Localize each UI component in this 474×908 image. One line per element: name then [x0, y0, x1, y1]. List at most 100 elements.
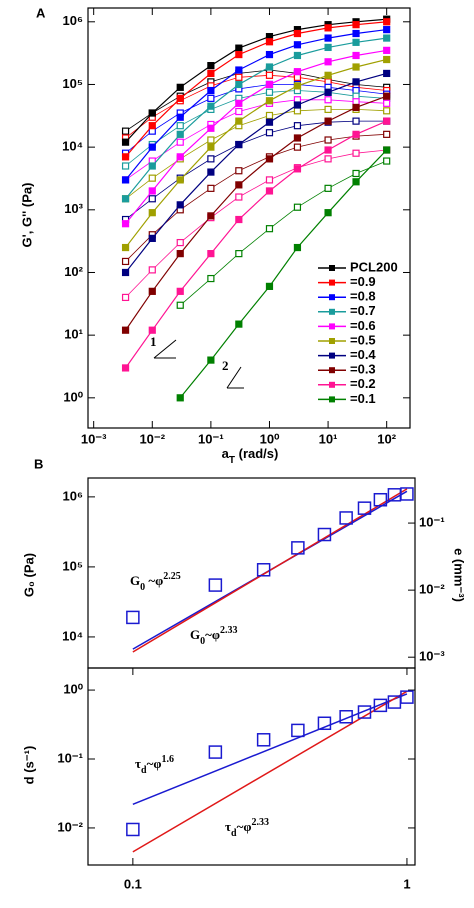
loss-modulus-marker — [265, 225, 274, 233]
legend-label: =0.2 — [350, 376, 376, 391]
storage-modulus-marker — [324, 34, 332, 42]
y-tick-label: 10⁴ — [62, 139, 83, 154]
data-point — [126, 822, 140, 837]
storage-modulus-marker — [383, 92, 391, 100]
storage-modulus-marker — [235, 50, 243, 59]
y-tick-label: 10⁶ — [63, 488, 83, 503]
legend-label: PCL200 — [350, 259, 398, 274]
loss-modulus-line — [125, 90, 387, 167]
storage-modulus-marker — [265, 97, 274, 105]
loss-modulus-marker — [121, 127, 130, 135]
plot-frame — [87, 667, 416, 866]
y-tick-label: 10⁻¹ — [57, 750, 83, 765]
legend-label: =0.4 — [350, 347, 376, 362]
annotation-part: 2.33 — [251, 817, 269, 828]
x-tick-label: 10⁻³ — [81, 431, 107, 446]
y-tick-label: 10⁰ — [63, 389, 83, 404]
storage-modulus-marker — [235, 99, 243, 107]
y-tick-label: 10⁰ — [63, 682, 83, 697]
storage-modulus-marker — [265, 63, 274, 71]
y2-tick-label: 10⁻² — [419, 582, 445, 597]
fit-line — [132, 690, 408, 853]
storage-modulus-marker — [235, 117, 243, 125]
fit-line — [132, 693, 408, 806]
loss-modulus-marker — [207, 94, 215, 102]
loss-modulus-marker — [293, 203, 302, 211]
storage-modulus-marker — [352, 63, 360, 71]
annotation-part: 2.25 — [163, 571, 181, 582]
storage-modulus-marker — [121, 268, 130, 277]
legend-swatch-marker — [329, 381, 335, 388]
storage-modulus-marker — [265, 80, 274, 89]
storage-modulus-marker — [148, 209, 156, 217]
loss-modulus-marker — [265, 111, 274, 120]
data-point — [256, 563, 271, 577]
y2-axis-label: e (mm⁻³) — [452, 548, 467, 602]
x-tick-label: 10² — [377, 431, 396, 446]
storage-modulus-marker — [324, 117, 332, 125]
annotation: τd~φ2.33 — [225, 817, 269, 839]
storage-modulus-marker — [383, 46, 391, 54]
loss-modulus-marker — [176, 238, 184, 247]
storage-modulus-marker — [148, 326, 156, 334]
annotation-part: d — [231, 828, 237, 839]
annotation-part: ~φ — [145, 573, 163, 588]
storage-modulus-marker — [207, 62, 215, 70]
storage-modulus-marker — [235, 320, 243, 328]
storage-modulus-marker — [176, 113, 184, 121]
y-axis-label: d (s⁻¹) — [21, 746, 36, 785]
storage-modulus-marker — [352, 21, 360, 29]
y-tick-label: 10⁵ — [62, 558, 83, 573]
panel-label: A — [36, 5, 46, 20]
storage-modulus-marker — [121, 153, 130, 161]
loss-modulus-line — [125, 99, 387, 181]
slope-guide — [226, 366, 242, 389]
storage-modulus-marker — [121, 195, 130, 203]
storage-modulus-line — [125, 18, 387, 143]
storage-modulus-marker — [148, 287, 156, 295]
loss-modulus-line — [125, 109, 387, 200]
storage-modulus-line — [125, 21, 387, 158]
legend-label: =0.3 — [350, 362, 376, 377]
loss-modulus-marker — [207, 274, 215, 283]
storage-modulus-marker — [352, 178, 360, 186]
annotation-part: ~φ — [205, 627, 220, 642]
storage-modulus-marker — [235, 140, 243, 149]
annotation: τd~φ1.6 — [135, 754, 174, 776]
y-tick-label: 10³ — [64, 201, 83, 216]
legend-swatch-marker — [329, 352, 335, 359]
legend-label: =0.6 — [350, 318, 376, 333]
x-tick-label: 10¹ — [319, 431, 338, 446]
storage-modulus-marker — [352, 130, 360, 138]
storage-modulus-marker — [324, 88, 332, 96]
storage-modulus-marker — [176, 394, 184, 402]
storage-modulus-line — [125, 95, 387, 331]
legend-swatch-marker — [329, 367, 335, 374]
storage-modulus-marker — [207, 356, 215, 364]
storage-modulus-marker — [176, 201, 184, 209]
loss-modulus-marker — [383, 107, 391, 115]
x-tick-label: 10⁻² — [139, 431, 165, 446]
storage-modulus-marker — [293, 82, 302, 90]
storage-modulus-marker — [176, 94, 184, 102]
storage-modulus-marker — [207, 86, 215, 95]
storage-modulus-marker — [265, 187, 274, 195]
loss-modulus-marker — [383, 99, 391, 107]
annotation-part: 0 — [140, 582, 145, 593]
storage-modulus-marker — [235, 44, 243, 52]
loss-modulus-marker — [383, 130, 391, 138]
slope-label: 1 — [150, 334, 157, 349]
legend-swatch-marker — [329, 396, 335, 403]
storage-modulus-marker — [324, 209, 332, 217]
loss-modulus-marker — [207, 184, 215, 192]
storage-modulus-marker — [265, 38, 274, 46]
storage-modulus-marker — [176, 83, 184, 91]
storage-modulus-marker — [235, 66, 243, 74]
storage-modulus-marker — [207, 69, 215, 78]
data-point — [373, 698, 388, 713]
x-tick-label: 10⁰ — [260, 431, 280, 446]
storage-modulus-marker — [293, 29, 302, 38]
loss-modulus-marker — [293, 107, 302, 115]
data-point — [357, 705, 372, 719]
